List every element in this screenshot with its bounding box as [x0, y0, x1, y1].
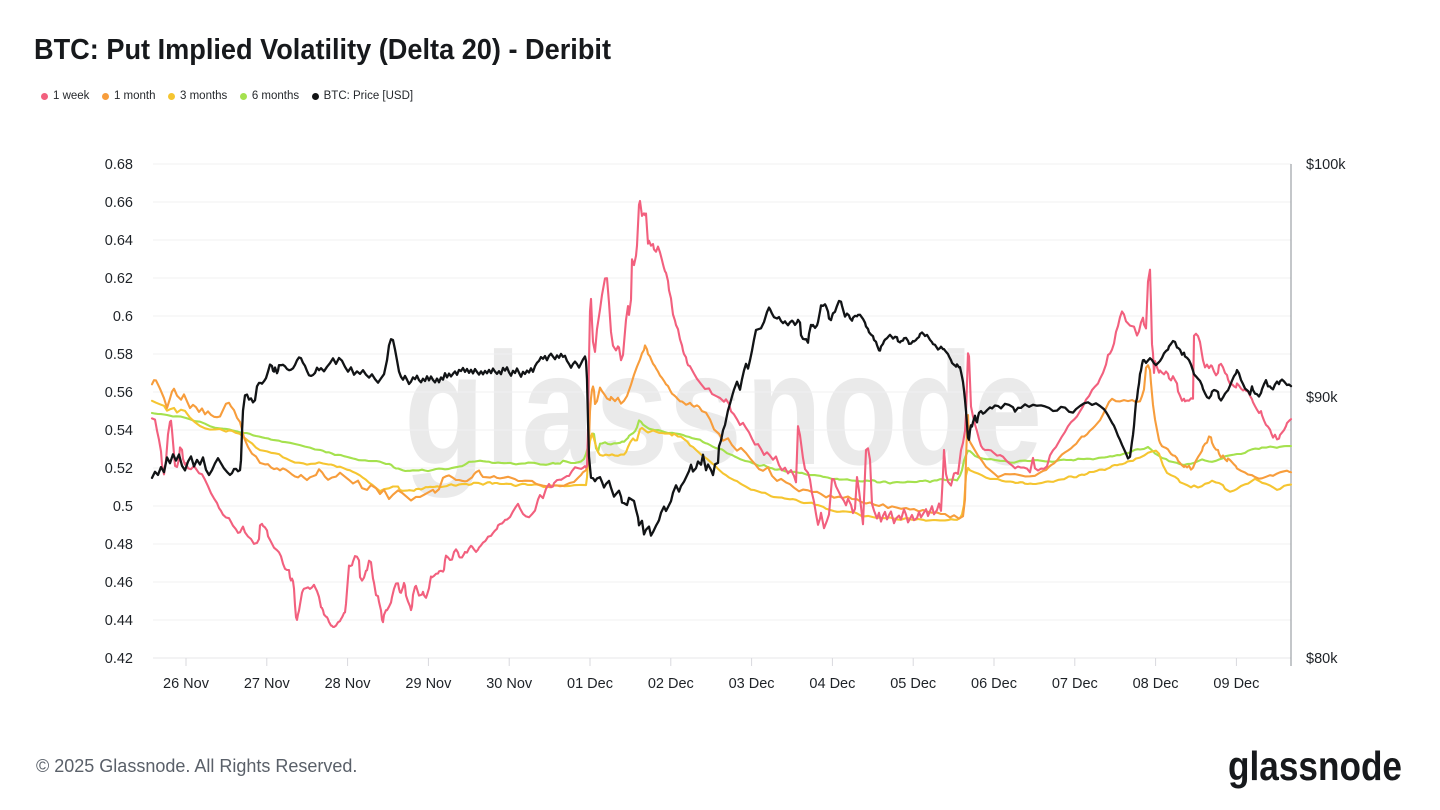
svg-text:0.5: 0.5 — [113, 499, 133, 515]
svg-text:0.42: 0.42 — [105, 651, 133, 667]
svg-text:26 Nov: 26 Nov — [163, 676, 210, 692]
svg-text:07 Dec: 07 Dec — [1052, 676, 1098, 692]
svg-text:© 2025 Glassnode. All Rights R: © 2025 Glassnode. All Rights Reserved. — [36, 756, 357, 776]
svg-text:09 Dec: 09 Dec — [1213, 676, 1259, 692]
svg-text:0.6: 0.6 — [113, 309, 133, 325]
svg-text:$90k: $90k — [1306, 390, 1338, 406]
svg-text:BTC: Put Implied Volatility (D: BTC: Put Implied Volatility (Delta 20) -… — [34, 34, 611, 66]
svg-text:29 Nov: 29 Nov — [405, 676, 452, 692]
svg-text:0.62: 0.62 — [105, 271, 133, 287]
svg-text:03 Dec: 03 Dec — [729, 676, 775, 692]
svg-text:04 Dec: 04 Dec — [809, 676, 855, 692]
svg-text:27 Nov: 27 Nov — [244, 676, 291, 692]
svg-text:glassnode: glassnode — [1228, 743, 1402, 789]
svg-text:0.58: 0.58 — [105, 347, 133, 363]
svg-text:0.52: 0.52 — [105, 461, 133, 477]
svg-text:28 Nov: 28 Nov — [325, 676, 372, 692]
svg-text:01 Dec: 01 Dec — [567, 676, 613, 692]
svg-text:05 Dec: 05 Dec — [890, 676, 936, 692]
svg-text:06 Dec: 06 Dec — [971, 676, 1017, 692]
svg-text:0.56: 0.56 — [105, 385, 133, 401]
svg-text:$100k: $100k — [1306, 157, 1346, 173]
svg-text:0.46: 0.46 — [105, 575, 133, 591]
svg-text:0.68: 0.68 — [105, 157, 133, 173]
svg-text:08 Dec: 08 Dec — [1133, 676, 1179, 692]
svg-text:$80k: $80k — [1306, 651, 1338, 667]
svg-text:02 Dec: 02 Dec — [648, 676, 694, 692]
svg-text:0.54: 0.54 — [105, 423, 133, 439]
svg-text:0.44: 0.44 — [105, 613, 133, 629]
svg-text:30 Nov: 30 Nov — [486, 676, 533, 692]
svg-text:0.66: 0.66 — [105, 195, 133, 211]
svg-text:0.64: 0.64 — [105, 233, 133, 249]
svg-text:0.48: 0.48 — [105, 537, 133, 553]
